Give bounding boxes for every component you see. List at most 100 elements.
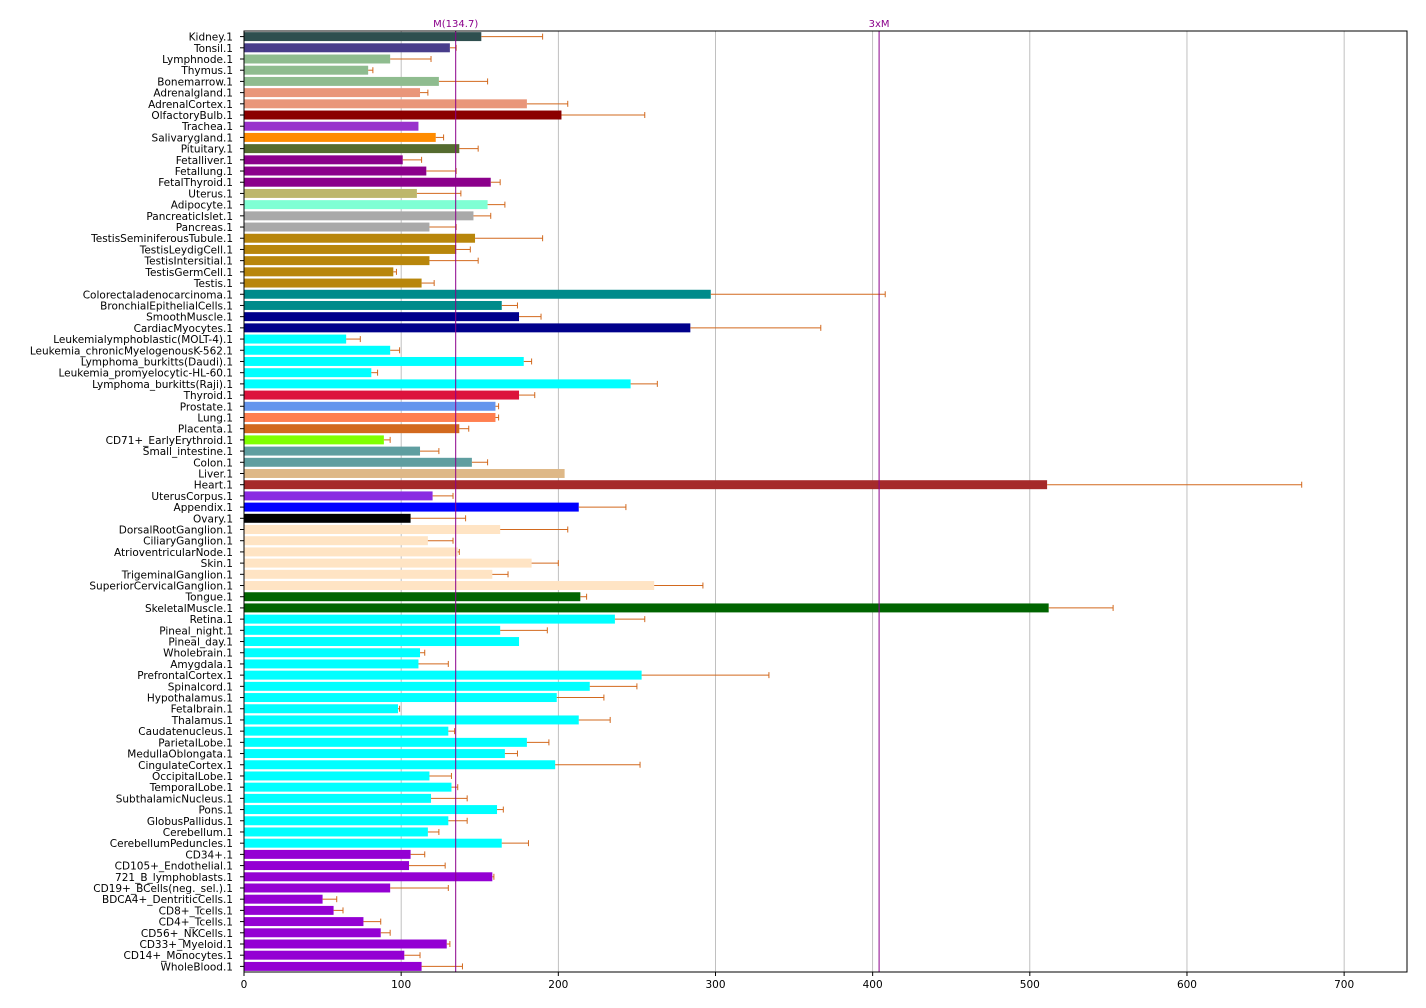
x-tick-label: 200	[548, 979, 568, 991]
bar	[244, 32, 482, 42]
bar	[244, 816, 449, 826]
y-tick-label: GlobusPallidus.1	[147, 816, 233, 828]
y-tick-label: CerebellumPeduncles.1	[110, 838, 233, 850]
y-tick-label: Liver.1	[198, 468, 233, 480]
bar	[244, 222, 430, 232]
bar	[244, 547, 458, 557]
reference-line-label: M(134.7)	[433, 19, 478, 30]
bar	[244, 793, 432, 803]
bar	[244, 88, 421, 98]
x-tick-label: 300	[705, 979, 725, 991]
bar	[244, 558, 532, 568]
bar	[244, 883, 391, 893]
y-tick-label: Pineal_day.1	[168, 637, 233, 649]
bar	[244, 681, 590, 691]
bar	[244, 726, 449, 736]
y-tick-label: BronchialEpithelialCells.1	[100, 300, 233, 312]
y-tick-label: CD71+_EarlyErythroid.1	[106, 435, 233, 447]
bar	[244, 917, 364, 927]
y-tick-label: SuperiorCervicalGanglion.1	[89, 581, 233, 593]
bar	[244, 233, 476, 243]
bar	[244, 849, 411, 859]
bar	[244, 670, 642, 680]
y-tick-label: Salivarygland.1	[152, 132, 233, 144]
plot-frame	[243, 30, 1408, 973]
y-tick-label: CingulateCortex.1	[138, 760, 233, 772]
y-tick-label: PancreaticIslet.1	[146, 211, 233, 223]
y-tick-label: Pons.1	[198, 805, 233, 817]
bar	[244, 637, 520, 647]
bar	[244, 435, 384, 445]
bar	[244, 771, 430, 781]
y-tick-label: DorsalRootGanglion.1	[119, 525, 233, 537]
y-tick-label: Ovary.1	[193, 513, 233, 525]
y-tick-label: Pituitary.1	[181, 144, 233, 156]
x-tick-label: 700	[1334, 979, 1354, 991]
y-tick-label: AdrenalCortex.1	[148, 99, 233, 111]
bar	[244, 872, 493, 882]
bar	[244, 480, 1048, 490]
y-tick-label: AtrioventricularNode.1	[114, 547, 233, 559]
y-tick-label: Caudatenucleus.1	[138, 726, 233, 738]
y-tick-label: CD19+_BCells(neg._sel.).1	[93, 883, 233, 895]
y-tick-label: ParietalLobe.1	[158, 737, 233, 749]
y-tick-label: Lymphnode.1	[162, 54, 233, 66]
y-tick-label: Lung.1	[197, 412, 233, 424]
bar	[244, 368, 372, 378]
y-tick-label: Pineal_night.1	[159, 625, 233, 637]
bar	[244, 648, 421, 658]
bar	[244, 144, 460, 154]
y-tick-label: CD33+_Myeloid.1	[139, 939, 233, 951]
bar	[244, 603, 1049, 613]
bar	[244, 424, 460, 434]
y-tick-label: CD105+_Endothelial.1	[115, 861, 233, 873]
bar	[244, 491, 433, 501]
y-tick-label: Lymphoma_burkitts(Daudi).1	[81, 356, 233, 368]
bar	[244, 256, 430, 266]
bar	[244, 244, 457, 254]
bar	[244, 513, 411, 523]
y-tick-label: Skin.1	[201, 558, 233, 570]
y-tick-label: Hypothalamus.1	[147, 693, 233, 705]
y-tick-label: BDCA4+_DentriticCells.1	[102, 894, 233, 906]
bar	[244, 267, 394, 277]
y-tick-label: OlfactoryBulb.1	[151, 110, 233, 122]
bar	[244, 704, 399, 714]
y-tick-label: Fetallung.1	[175, 166, 233, 178]
x-tick-label: 400	[863, 979, 883, 991]
y-tick-label: Wholebrain.1	[163, 648, 233, 660]
bar	[244, 177, 491, 187]
y-tick-label: TemporalLobe.1	[149, 782, 233, 794]
y-tick-label: Colorectaladenocarcinoma.1	[83, 289, 233, 301]
y-tick-label: SubthalamicNucleus.1	[116, 793, 233, 805]
y-tick-label: CD14+_Monocytes.1	[124, 950, 233, 962]
y-tick-label: Prostate.1	[180, 401, 233, 413]
y-tick-label: TrigeminalGanglion.1	[121, 569, 233, 581]
y-tick-label: TestisGermCell.1	[144, 267, 233, 279]
y-tick-labels: Kidney.1Tonsil.1Lymphnode.1Thymus.1Bonem…	[30, 32, 244, 973]
y-tick-label: Appendix.1	[174, 502, 233, 514]
x-tick-label: 600	[1177, 979, 1197, 991]
bar	[244, 99, 527, 109]
bar	[244, 861, 410, 871]
y-tick-label: Kidney.1	[189, 32, 233, 44]
bar	[244, 200, 488, 210]
bar	[244, 928, 381, 938]
bar	[244, 65, 369, 75]
bar	[244, 401, 496, 411]
bar	[244, 390, 520, 400]
y-tick-label: Placenta.1	[178, 424, 233, 436]
bar	[244, 323, 691, 333]
bar	[244, 939, 447, 949]
bar	[244, 43, 450, 53]
bar	[244, 121, 419, 131]
reference-line-label: 3xM	[869, 19, 890, 30]
y-tick-label: OccipitalLobe.1	[152, 771, 233, 783]
bar	[244, 76, 439, 86]
y-tick-label: Trachea.1	[181, 121, 233, 133]
y-tick-label: Leukemia_promyelocytic-HL-60.1	[58, 368, 233, 380]
y-tick-label: Testis.1	[193, 278, 233, 290]
bar	[244, 469, 565, 478]
y-tick-label: CD4+_Tcells.1	[159, 917, 233, 929]
